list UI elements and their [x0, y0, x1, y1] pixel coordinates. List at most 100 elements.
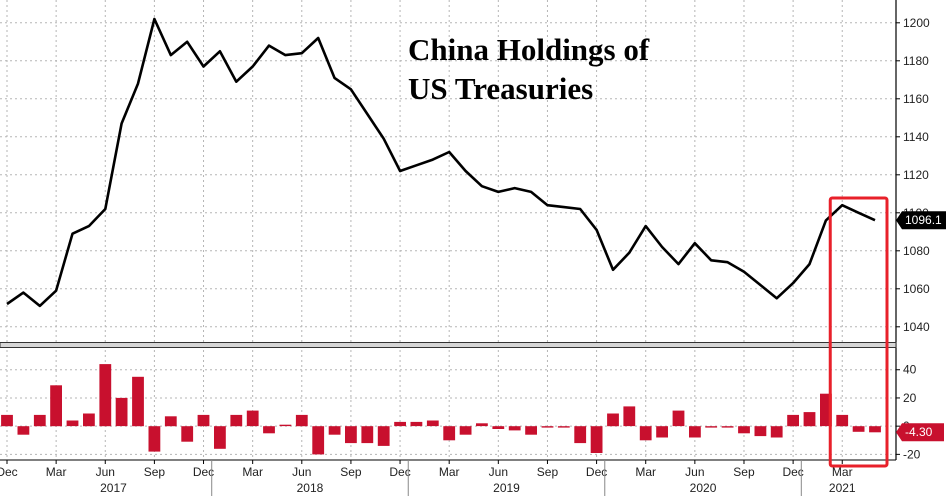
chart-axes: [0, 0, 897, 461]
x-month-label: Dec: [193, 465, 214, 479]
change-bar: [115, 397, 128, 427]
chart-title-line-1: China Holdings of: [408, 32, 650, 67]
change-bar: [623, 406, 636, 427]
change-bar: [590, 426, 603, 453]
change-bar: [99, 364, 112, 427]
x-month-label: Mar: [46, 465, 67, 479]
x-month-label: Sep: [144, 465, 166, 479]
change-bar: [770, 426, 783, 438]
change-bar: [852, 426, 865, 432]
change-bar: [672, 410, 685, 427]
top-y-tick-label: 1080: [903, 244, 930, 258]
x-year-label: 2018: [297, 481, 324, 495]
x-month-label: Mar: [439, 465, 460, 479]
bottom-y-tick-label: 20: [903, 391, 917, 405]
change-bar: [246, 410, 259, 427]
change-bar: [263, 426, 275, 434]
change-bar: [1, 414, 13, 427]
x-month-label: Mar: [635, 465, 656, 479]
x-month-label: Dec: [586, 465, 607, 479]
holdings-line: [6, 17, 876, 308]
x-month-label: Mar: [242, 465, 263, 479]
change-bar: [377, 426, 390, 446]
change-bar: [345, 426, 357, 444]
chart-title: China Holdings of US Treasuries: [408, 32, 650, 106]
change-bar: [754, 426, 767, 437]
x-year-label: 2019: [493, 481, 520, 495]
top-y-tick-label: 1200: [903, 16, 930, 30]
change-bar: [574, 426, 587, 444]
bottom-last-value-text: -4.30: [905, 425, 933, 439]
holdings-line-series: [6, 17, 876, 308]
x-axis-tick-labels: Dec Mar Jun Sep Dec Mar Jun Sep Dec Mar Jun Sep Dec M…: [0, 460, 856, 496]
x-month-label: Sep: [733, 465, 755, 479]
chart-title-line-2: US Treasuries: [408, 71, 593, 106]
change-bar: [50, 385, 62, 427]
change-bar: [17, 426, 30, 435]
x-month-label: Dec: [389, 465, 410, 479]
top-y-tick-label: 1160: [903, 92, 929, 106]
change-bar: [295, 414, 308, 427]
bottom-last-value-badge: [896, 423, 944, 442]
x-month-label: Dec: [0, 465, 18, 479]
x-year-label: 2017: [100, 481, 127, 495]
x-month-label: Jun: [685, 465, 704, 479]
change-bar: [541, 426, 554, 428]
change-bar: [443, 426, 456, 441]
top-y-tick-label: 1040: [903, 320, 930, 334]
top-last-value-text: 1096.1: [905, 213, 942, 227]
last-value-badges: 1096.1 -4.30: [896, 211, 946, 442]
x-month-label: Jun: [489, 465, 508, 479]
change-bar: [33, 414, 46, 427]
change-bar: [181, 426, 194, 442]
change-bar: [738, 426, 750, 434]
change-bar: [836, 414, 849, 427]
top-y-tick-label: 1060: [903, 282, 930, 296]
change-bar: [312, 426, 325, 455]
change-bar: [83, 413, 95, 427]
change-bar: [361, 426, 374, 444]
change-bar: [705, 426, 718, 428]
change-bar: [459, 426, 472, 435]
x-year-label: 2021: [829, 481, 856, 495]
change-bar: [148, 426, 161, 452]
change-bar: [230, 414, 243, 427]
change-bar: [656, 426, 668, 438]
x-year-label: 2020: [690, 481, 717, 495]
x-month-label: Mar: [832, 465, 853, 479]
y-axis-tick-labels: 104010601080110011201140116011801200-200…: [896, 16, 930, 461]
x-month-label: Sep: [340, 465, 362, 479]
change-bar: [607, 413, 619, 427]
top-y-tick-label: 1140: [903, 130, 929, 144]
change-bar: [525, 426, 537, 435]
top-y-tick-label: 1180: [903, 54, 929, 68]
change-bar: [721, 426, 734, 428]
panel-separator: [0, 342, 897, 348]
x-month-label: Jun: [292, 465, 311, 479]
top-last-value-badge: [896, 211, 946, 230]
highlight-rect: [828, 196, 889, 468]
change-bar: [214, 426, 226, 449]
recent-months-highlight-box: [828, 196, 889, 468]
change-bar: [66, 420, 79, 427]
change-bar: [787, 414, 799, 427]
change-bar: [394, 421, 406, 427]
change-bar: [426, 420, 439, 427]
top-y-tick-label: 1120: [903, 168, 929, 182]
change-bar: [328, 426, 341, 435]
change-bar: [279, 424, 292, 427]
change-bar: [508, 426, 521, 431]
change-bar: [820, 393, 832, 427]
x-month-label: Dec: [782, 465, 803, 479]
change-bar: [132, 376, 144, 427]
top-panel-grid: [0, 0, 896, 342]
change-bar: [164, 416, 177, 427]
change-bar: [869, 426, 881, 433]
change-bar: [476, 423, 488, 427]
change-bar: [689, 426, 701, 438]
change-bar: [492, 426, 505, 429]
bottom-y-tick-label: -20: [903, 447, 921, 461]
change-bar: [197, 414, 210, 427]
x-month-label: Sep: [537, 465, 559, 479]
